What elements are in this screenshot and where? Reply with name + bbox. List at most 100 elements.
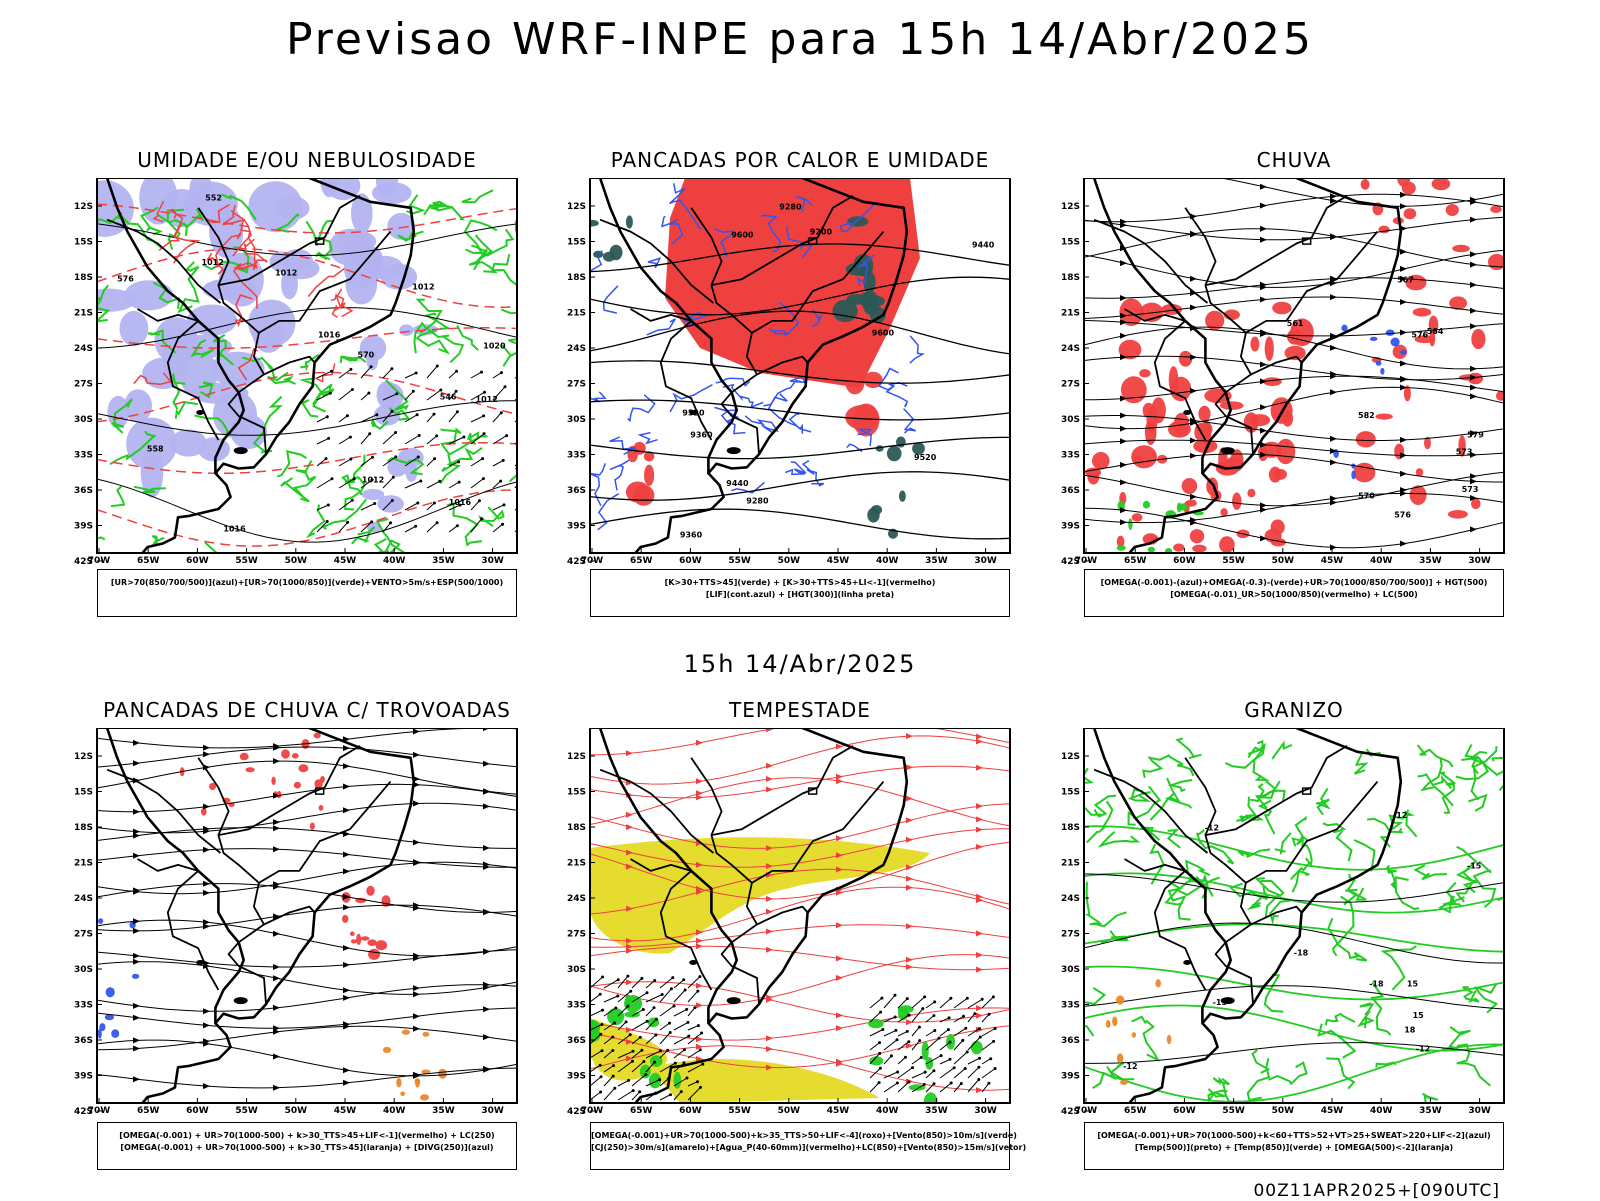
lon-tick-label: 35W xyxy=(925,1106,948,1116)
lat-tick-label: 30S xyxy=(567,415,586,425)
contour-label: 9600 xyxy=(872,329,895,338)
lat-tick-label: 24S xyxy=(1061,894,1080,904)
forecast-time-subtitle: 15h 14/Abr/2025 xyxy=(0,650,1600,678)
lon-tick-label: 30W xyxy=(481,1106,504,1116)
weather-map: 9600952094409360928092009600952094409360… xyxy=(560,178,1020,569)
lon-tick-label: 60W xyxy=(186,1106,209,1116)
lon-tick-label: 50W xyxy=(285,556,308,566)
lon-tick-label: 45W xyxy=(827,556,850,566)
lat-tick-label: 24S xyxy=(74,894,93,904)
lon-tick-label: 50W xyxy=(778,556,801,566)
lat-tick-label: 27S xyxy=(567,930,586,940)
lon-tick-label: 65W xyxy=(630,1106,653,1116)
legend-box: [OMEGA(-0.001)+UR>70(1000-500)+k>35_TTS>… xyxy=(590,1122,1010,1170)
lat-tick-label: 15S xyxy=(567,788,586,798)
legend-text: [OMEGA(-0.001)-(azul)+OMEGA(-0.3)-(verde… xyxy=(1085,577,1503,589)
lon-tick-label: 35W xyxy=(432,1106,455,1116)
lon-tick-label: 35W xyxy=(1419,1106,1442,1116)
legend-text: [OMEGA(-0.001)+UR>70(1000-500)+k<60+TTS>… xyxy=(1085,1130,1503,1142)
lon-tick-label: 40W xyxy=(876,1106,899,1116)
lat-tick-label: 30S xyxy=(1061,415,1080,425)
lon-tick-label: 45W xyxy=(1321,1106,1344,1116)
panel-title: CHUVA xyxy=(1084,148,1504,172)
legend-box: [OMEGA(-0.001) + UR>70(1000-500) + k>30_… xyxy=(97,1122,517,1170)
contour-label: 570 xyxy=(358,351,375,360)
lon-tick-label: 40W xyxy=(1370,1106,1393,1116)
contour-label: 558 xyxy=(147,444,164,453)
lon-tick-label: 50W xyxy=(778,1106,801,1116)
contour-label: 573 xyxy=(1456,447,1473,456)
contour-label: 576 xyxy=(1394,510,1411,519)
lat-tick-label: 39S xyxy=(74,1072,93,1082)
lon-tick-label: 40W xyxy=(383,1106,406,1116)
contour-label: 18 xyxy=(1404,1026,1416,1035)
lon-tick-label: 30W xyxy=(481,556,504,566)
lon-tick-label: 55W xyxy=(235,1106,258,1116)
run-footer: 00Z11APR2025+[090UTC] xyxy=(1253,1181,1500,1201)
lon-tick-label: 50W xyxy=(285,1106,308,1116)
lat-tick-label: 21S xyxy=(74,859,93,869)
lat-tick-label: 27S xyxy=(1061,930,1080,940)
lat-tick-label: 21S xyxy=(567,859,586,869)
lon-tick-label: 45W xyxy=(334,556,357,566)
contour-label: 9440 xyxy=(726,479,749,488)
lat-tick-label: 39S xyxy=(567,522,586,532)
legend-text: [OMEGA(-0.01)_UR>50(1000/850)(vermelho) … xyxy=(1085,589,1503,601)
contour-label: 579 xyxy=(1467,431,1484,440)
contour-label: 1016 xyxy=(318,330,341,339)
lat-tick-label: 12S xyxy=(567,752,586,762)
panel-title: PANCADAS DE CHUVA C/ TROVOADAS xyxy=(97,698,517,722)
lat-tick-label: 27S xyxy=(74,930,93,940)
lon-tick-label: 30W xyxy=(1468,556,1491,566)
weather-map: 58257957657357056756456157357612S15S18S2… xyxy=(1054,178,1514,569)
lon-tick-label: 70W xyxy=(88,556,111,566)
legend-box: [OMEGA(-0.001)+UR>70(1000-500)+k<60+TTS>… xyxy=(1084,1122,1504,1170)
lat-tick-label: 30S xyxy=(1061,965,1080,975)
lat-tick-label: 27S xyxy=(1061,380,1080,390)
contour-label: 552 xyxy=(205,193,222,202)
lat-tick-label: 36S xyxy=(567,1036,586,1046)
lat-tick-label: 33S xyxy=(567,1001,586,1011)
legend-text: [K>30+TTS>45](verde) + [K>30+TTS>45+LI<-… xyxy=(591,577,1009,589)
lat-tick-label: 12S xyxy=(567,202,586,212)
contour-label: -18 xyxy=(1294,949,1309,958)
contour-label: 561 xyxy=(1287,319,1304,328)
legend-text: [OMEGA(-0.001)+UR>70(1000-500)+k>35_TTS>… xyxy=(591,1130,1009,1142)
lat-tick-label: 12S xyxy=(74,752,93,762)
legend-text: [OMEGA(-0.001) + UR>70(1000-500) + k>30_… xyxy=(98,1142,516,1154)
legend-text: [LIF](cont.azul) + [HGT(300)](linha pret… xyxy=(591,589,1009,601)
lon-tick-label: 45W xyxy=(334,1106,357,1116)
lat-tick-label: 24S xyxy=(74,344,93,354)
lat-tick-label: 39S xyxy=(74,522,93,532)
lat-tick-label: 36S xyxy=(1061,1036,1080,1046)
lat-tick-label: 36S xyxy=(567,486,586,496)
contour-label: 576 xyxy=(117,274,134,283)
lat-tick-label: 21S xyxy=(74,309,93,319)
lon-tick-label: 70W xyxy=(1075,1106,1098,1116)
lon-tick-label: 60W xyxy=(679,1106,702,1116)
lat-tick-label: 18S xyxy=(567,823,586,833)
contour-label: 9360 xyxy=(680,530,703,539)
contour-label: 1012 xyxy=(476,395,498,404)
contour-label: 9280 xyxy=(779,202,802,211)
lon-tick-label: 40W xyxy=(876,556,899,566)
lat-tick-label: 33S xyxy=(74,451,93,461)
lon-tick-label: 30W xyxy=(974,556,997,566)
contour-label: -18 xyxy=(1369,980,1384,989)
contour-label: 1012 xyxy=(275,269,297,278)
contour-label: 573 xyxy=(1462,485,1479,494)
page-title: Previsao WRF-INPE para 15h 14/Abr/2025 xyxy=(0,14,1600,65)
lat-tick-label: 39S xyxy=(567,1072,586,1082)
lat-tick-label: 15S xyxy=(74,788,93,798)
lat-tick-label: 24S xyxy=(1061,344,1080,354)
lat-tick-label: 24S xyxy=(567,894,586,904)
lat-tick-label: 21S xyxy=(1061,309,1080,319)
lon-tick-label: 65W xyxy=(1124,1106,1147,1116)
contour-label: -12 xyxy=(1123,1062,1137,1071)
lon-tick-label: 30W xyxy=(1468,1106,1491,1116)
legend-text: [OMEGA(-0.001) + UR>70(1000-500) + k>30_… xyxy=(98,1130,516,1142)
contour-label: 1020 xyxy=(483,341,506,350)
lat-tick-label: 27S xyxy=(74,380,93,390)
